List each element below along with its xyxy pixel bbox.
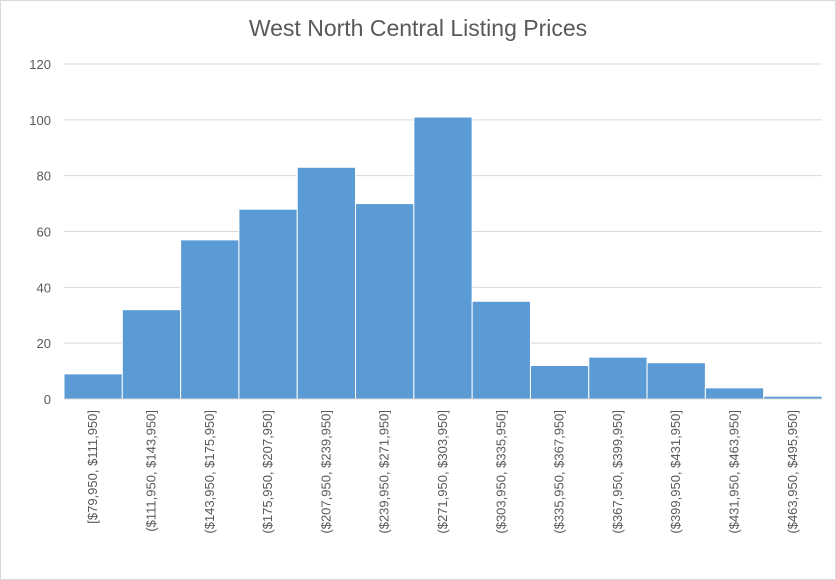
x-tick-label: ($271,950, $303,950] — [435, 410, 450, 534]
y-tick-label: 100 — [29, 113, 51, 128]
histogram-bar — [238, 208, 298, 400]
x-tick-label: ($207,950, $239,950] — [318, 410, 333, 534]
histogram-bar — [471, 300, 531, 400]
y-tick-label: 80 — [37, 169, 51, 184]
x-tick-label: ($303,950, $335,950] — [493, 410, 508, 534]
histogram-bar — [63, 373, 123, 400]
histogram-bar — [704, 387, 765, 400]
histogram-bar — [588, 356, 648, 400]
x-tick-label: ($239,950, $271,950] — [377, 410, 392, 534]
histogram-bar — [296, 166, 357, 400]
x-tick-label: ($111,950, $143,950] — [143, 410, 158, 532]
x-tick-label: ($367,950, $399,950] — [610, 410, 625, 534]
x-tick-label: ($175,950, $207,950] — [260, 410, 275, 534]
histogram-bar — [121, 309, 182, 400]
x-tick-label: ($143,950, $175,950] — [202, 410, 217, 534]
histogram-bar — [529, 365, 590, 400]
x-tick-label: [$79,950, $111,950] — [85, 410, 100, 524]
histogram-bar — [180, 239, 240, 400]
chart-title: West North Central Listing Prices — [248, 15, 588, 41]
x-tick-labels: [$79,950, $111,950] ($111,950, $143,950] (… — [85, 410, 800, 534]
y-tick-label: 120 — [29, 57, 51, 72]
x-tick-label: ($463,950, $495,950] — [785, 410, 800, 534]
histogram-bar — [413, 116, 473, 400]
y-tick-label: 20 — [37, 336, 51, 351]
y-tick-label: 60 — [37, 225, 51, 240]
bars — [63, 116, 823, 400]
y-tick-labels: 0 20 40 60 80 100 120 — [29, 57, 51, 407]
x-tick-label: ($399,950, $431,950] — [668, 410, 683, 534]
y-tick-label: 0 — [44, 392, 51, 407]
histogram-bar — [355, 203, 415, 400]
x-tick-label: ($431,950, $463,950] — [727, 410, 742, 534]
x-tick-label: ($335,950, $367,950] — [552, 410, 567, 534]
y-tick-label: 40 — [37, 280, 51, 295]
histogram-bar — [646, 362, 706, 400]
